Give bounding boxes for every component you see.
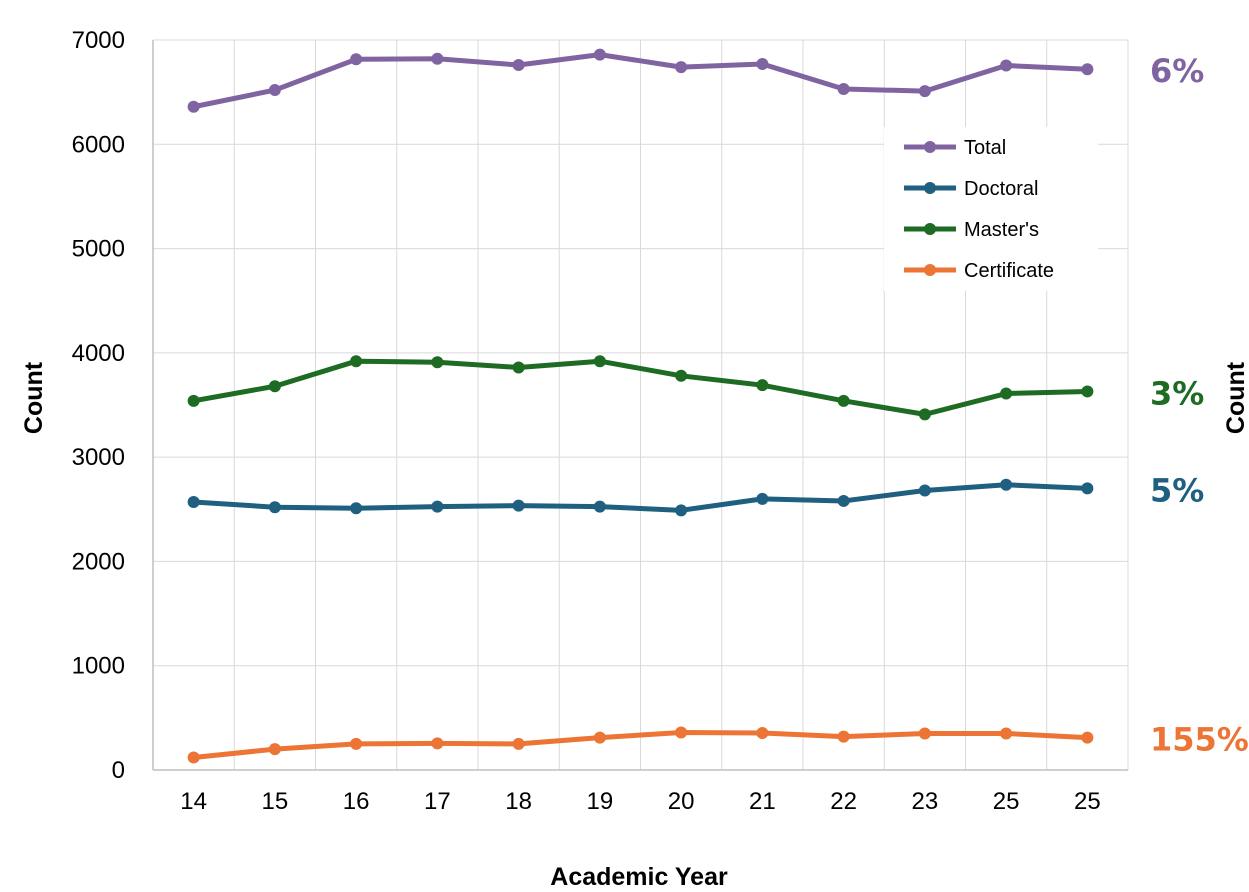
- percent-change-labels: 6% 5% 3% 155%: [1150, 52, 1249, 758]
- data-point: [350, 502, 363, 515]
- legend-box: [884, 127, 1098, 291]
- legend-swatch-marker: [924, 223, 936, 235]
- data-point: [431, 500, 444, 513]
- data-point: [837, 83, 850, 96]
- series-line-certificate: [193, 729, 1088, 760]
- data-point: [268, 743, 281, 756]
- y-tick-label: 7000: [72, 27, 125, 54]
- data-point: [187, 495, 200, 508]
- data-point: [187, 751, 200, 764]
- y-axis-title-right: Count: [1222, 361, 1249, 434]
- data-point: [268, 501, 281, 514]
- data-point: [837, 394, 850, 407]
- data-point: [512, 737, 525, 750]
- x-tick-label: 25: [993, 788, 1020, 815]
- series-line-masters: [193, 358, 1088, 417]
- data-point: [756, 57, 769, 70]
- x-tick-label: 22: [830, 788, 857, 815]
- data-point: [675, 61, 688, 74]
- data-point: [350, 355, 363, 368]
- data-point: [512, 361, 525, 374]
- y-tick-label: 6000: [72, 131, 125, 158]
- legend-swatch-marker: [924, 182, 936, 194]
- series-line-total: [193, 52, 1088, 110]
- data-point: [675, 504, 688, 517]
- x-axis-title: Academic Year: [550, 863, 728, 891]
- data-point: [350, 737, 363, 750]
- x-tick-label: 19: [587, 788, 614, 815]
- y-axis-title: Count: [20, 361, 48, 434]
- y-tick-label: 2000: [72, 548, 125, 575]
- data-point: [837, 494, 850, 507]
- x-tick-label: 18: [505, 788, 532, 815]
- data-point: [1000, 59, 1013, 72]
- data-point: [187, 394, 200, 407]
- data-point: [918, 85, 931, 98]
- data-point: [187, 100, 200, 113]
- data-point: [431, 737, 444, 750]
- data-point: [593, 355, 606, 368]
- percent-change-label: 155%: [1150, 721, 1249, 759]
- data-point: [1000, 387, 1013, 400]
- x-tick-label: 16: [343, 788, 370, 815]
- data-point: [1000, 478, 1013, 491]
- x-tick-label: 21: [749, 788, 776, 815]
- y-axis-ticks: 0 1000 2000 3000 4000 5000 6000 7000: [72, 27, 125, 784]
- legend-swatch-marker: [924, 141, 936, 153]
- data-point: [593, 731, 606, 744]
- y-tick-label: 3000: [72, 444, 125, 471]
- data-point: [593, 500, 606, 513]
- data-point: [918, 408, 931, 421]
- legend-label: Doctoral: [964, 178, 1038, 200]
- percent-change-label: 5%: [1150, 471, 1204, 509]
- y-tick-label: 4000: [72, 340, 125, 367]
- data-point: [1081, 731, 1094, 744]
- data-point: [675, 726, 688, 739]
- y-tick-label: 0: [112, 757, 125, 784]
- y-tick-label: 5000: [72, 236, 125, 263]
- series-lines: [187, 48, 1094, 764]
- x-tick-label: 25: [1074, 788, 1101, 815]
- y-tick-label: 1000: [72, 653, 125, 680]
- percent-change-label: 3%: [1150, 374, 1204, 412]
- data-point: [431, 52, 444, 65]
- legend-label: Total: [964, 137, 1006, 159]
- data-point: [593, 48, 606, 61]
- series-line-doctoral: [193, 482, 1088, 513]
- x-tick-label: 23: [912, 788, 939, 815]
- data-point: [1081, 63, 1094, 76]
- data-point: [918, 484, 931, 497]
- legend: Total Doctoral Master's Certificate: [884, 127, 1098, 291]
- x-tick-label: 15: [262, 788, 289, 815]
- legend-swatch-marker: [924, 264, 936, 276]
- data-point: [431, 356, 444, 369]
- x-tick-label: 17: [424, 788, 451, 815]
- percent-change-label: 6%: [1150, 52, 1204, 90]
- data-point: [1000, 727, 1013, 740]
- data-point: [268, 380, 281, 393]
- data-point: [918, 727, 931, 740]
- data-point: [837, 730, 850, 743]
- data-point: [350, 53, 363, 66]
- data-point: [512, 499, 525, 512]
- data-point: [512, 59, 525, 72]
- x-tick-label: 20: [668, 788, 695, 815]
- data-point: [268, 84, 281, 97]
- data-point: [756, 726, 769, 739]
- data-point: [675, 369, 688, 382]
- gridlines: [152, 39, 1129, 771]
- data-point: [756, 379, 769, 392]
- x-axis-ticks: 14 15 16 17 18 19 20 21 22 23 25 25: [180, 788, 1100, 815]
- legend-label: Certificate: [964, 260, 1054, 282]
- data-point: [1081, 482, 1094, 495]
- legend-label: Master's: [964, 219, 1039, 241]
- x-tick-label: 14: [180, 788, 207, 815]
- data-point: [756, 492, 769, 505]
- data-point: [1081, 385, 1094, 398]
